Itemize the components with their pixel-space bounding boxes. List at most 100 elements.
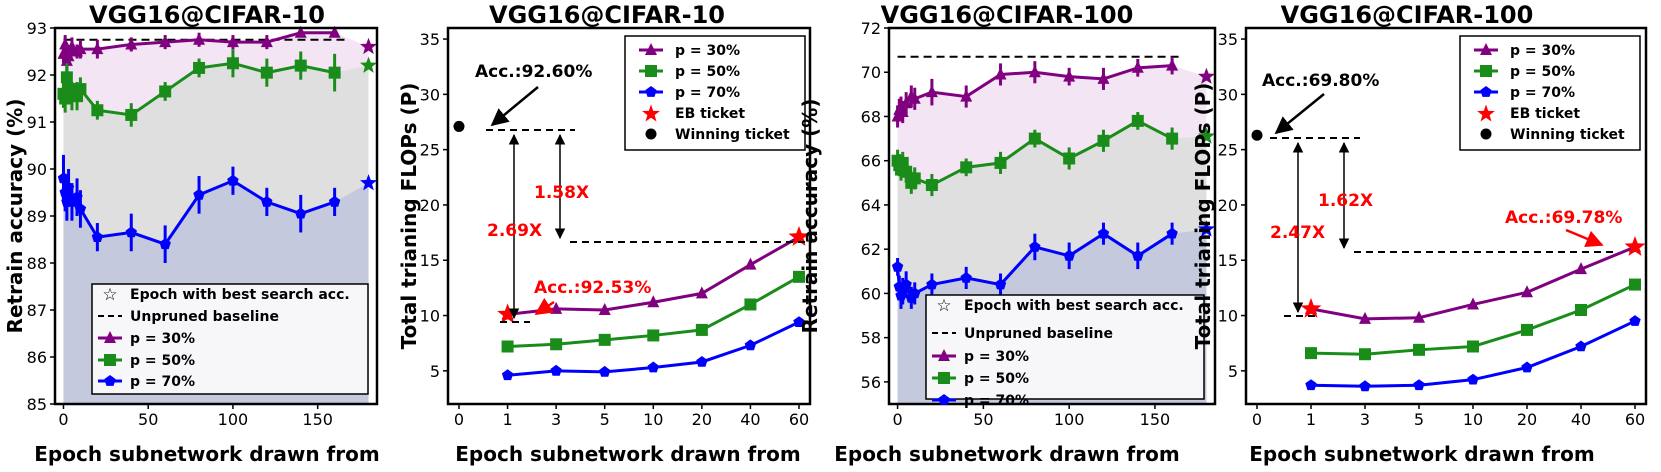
flops-annotations: 1.58X 2.69X Acc.:92.60% Acc.:92.53% [475, 62, 812, 323]
panel-cifar100-flops: VGG16@CIFAR-100 Epoch subnetwork drawn f… [1191, 1, 1648, 466]
marker-p70 [1521, 361, 1533, 373]
legend-p70-swatch [932, 394, 956, 405]
x-axis-label: Epoch subnetwork drawn from [455, 442, 800, 466]
marker-p30 [260, 35, 273, 48]
y-tick-label: 20 [1218, 196, 1238, 215]
y-tick-label: 89 [27, 207, 47, 226]
marker-p50 [60, 71, 73, 84]
marker-p70 [900, 278, 912, 290]
marker-p70 [261, 195, 273, 207]
marker-p30 [125, 37, 138, 50]
marker-p70 [1413, 379, 1425, 391]
winning-ticket-point [453, 120, 465, 132]
marker-p50 [744, 298, 757, 311]
y-tick-label: 25 [420, 141, 440, 160]
marker-p70 [227, 174, 239, 186]
y-tick-label: 5 [430, 362, 440, 381]
legend-p50-label: p = 50% [675, 64, 740, 80]
chart-title: VGG16@CIFAR-100 [881, 1, 1134, 29]
marker-p50 [994, 156, 1007, 169]
y-tick-label: 15 [420, 251, 440, 270]
marker-p70 [193, 188, 205, 200]
swatch-marker-p70 [938, 394, 950, 405]
swatch-marker-p50 [938, 372, 950, 384]
best-star-p50 [1197, 127, 1215, 144]
legend-p70-label: p = 70% [675, 85, 740, 101]
marker-p50 [908, 172, 921, 185]
marker-p30 [193, 32, 206, 45]
marker-p30 [1413, 310, 1425, 323]
winning-ticket-point [1251, 129, 1263, 141]
star-outline-icon: ☆ [102, 285, 117, 305]
marker-p30 [744, 257, 757, 270]
axes-frame [1244, 26, 1648, 406]
marker-p70 [793, 316, 805, 327]
panel-cifar10-flops: VGG16@CIFAR-10 Epoch subnetwork drawn fr… [397, 1, 812, 466]
marker-p30 [1467, 297, 1479, 310]
marker-p30 [908, 91, 921, 104]
legend: ☆ Epoch with best search acc. Unpruned b… [91, 283, 369, 395]
marker-p50 [550, 338, 563, 351]
x-tick-label: 60 [789, 410, 809, 429]
swatch-marker-p70 [1480, 86, 1492, 97]
x-axis-label: Epoch subnetwork drawn from [834, 442, 1179, 466]
y-tick-label: 86 [27, 348, 47, 367]
eb-ticket-star-icon [642, 104, 660, 122]
marker-p70 [125, 226, 137, 238]
marker-p70 [91, 231, 104, 242]
star-outline-icon: ☆ [936, 296, 951, 316]
y-tick-label: 88 [27, 254, 47, 273]
eb-ticket-star-icon [1477, 104, 1495, 122]
eb-ticket-star [1300, 297, 1322, 318]
legend-p50-swatch [932, 372, 956, 384]
marker-p70 [1132, 249, 1144, 261]
marker-p30 [598, 303, 611, 315]
winning-acc-label: Acc.:92.60% [475, 62, 592, 82]
marker-p50 [74, 83, 87, 96]
x-tick-label: 3 [551, 410, 561, 429]
marker-p50 [1063, 152, 1076, 165]
y-tick-label: 10 [420, 307, 440, 326]
legend-p30-label: p = 30% [1510, 43, 1575, 59]
chart-title: VGG16@CIFAR-100 [1281, 1, 1534, 29]
x-tick-label: 50 [138, 410, 158, 429]
marker-p70 [1467, 373, 1479, 385]
x-tick-label: 20 [692, 410, 712, 429]
x-tick-label: 100 [1054, 410, 1085, 429]
marker-p50 [328, 66, 341, 79]
legend-p30-swatch [639, 43, 663, 55]
marker-p50 [1467, 340, 1479, 353]
eb-ticket-star [1624, 236, 1646, 256]
marker-p50 [1575, 304, 1587, 316]
legend-baseline-label: Unpruned baseline [964, 326, 1113, 342]
legend-p70-label: p = 70% [964, 393, 1029, 409]
legend-p30-swatch [932, 349, 956, 361]
legend-eb-label: EB ticket [1510, 106, 1580, 122]
marker-p70 [647, 361, 659, 373]
chart-title: VGG16@CIFAR-10 [489, 1, 725, 29]
marker-p30 [1028, 65, 1041, 78]
ratio-small-label: 1.58X [534, 183, 589, 203]
winning-acc-arrow [1274, 93, 1325, 135]
y-tick-label: 91 [27, 113, 47, 132]
legend-p50-swatch [98, 354, 122, 366]
y-axis-label: Total trianing FLOPs (P) [397, 83, 421, 350]
marker-p50 [226, 57, 239, 70]
legend-box [91, 283, 369, 395]
y-tick-label: 60 [861, 284, 881, 303]
marker-p30 [900, 96, 913, 109]
marker-p50 [647, 329, 660, 342]
winning-ticket-dot-icon [645, 128, 657, 140]
marker-p70 [1097, 227, 1110, 239]
y-tick-label: 35 [1218, 30, 1238, 49]
legend-baseline-label: Unpruned baseline [130, 309, 279, 325]
y-axis-label: Total trianing FLOPs (P) [1191, 83, 1215, 350]
marker-p30 [925, 85, 938, 98]
marker-p50 [695, 323, 708, 336]
marker-p30 [1131, 60, 1144, 73]
marker-p30 [62, 49, 75, 62]
legend-winning-label: Winning ticket [675, 127, 790, 143]
marker-p70 [1063, 249, 1075, 261]
x-tick-label: 100 [218, 410, 249, 429]
